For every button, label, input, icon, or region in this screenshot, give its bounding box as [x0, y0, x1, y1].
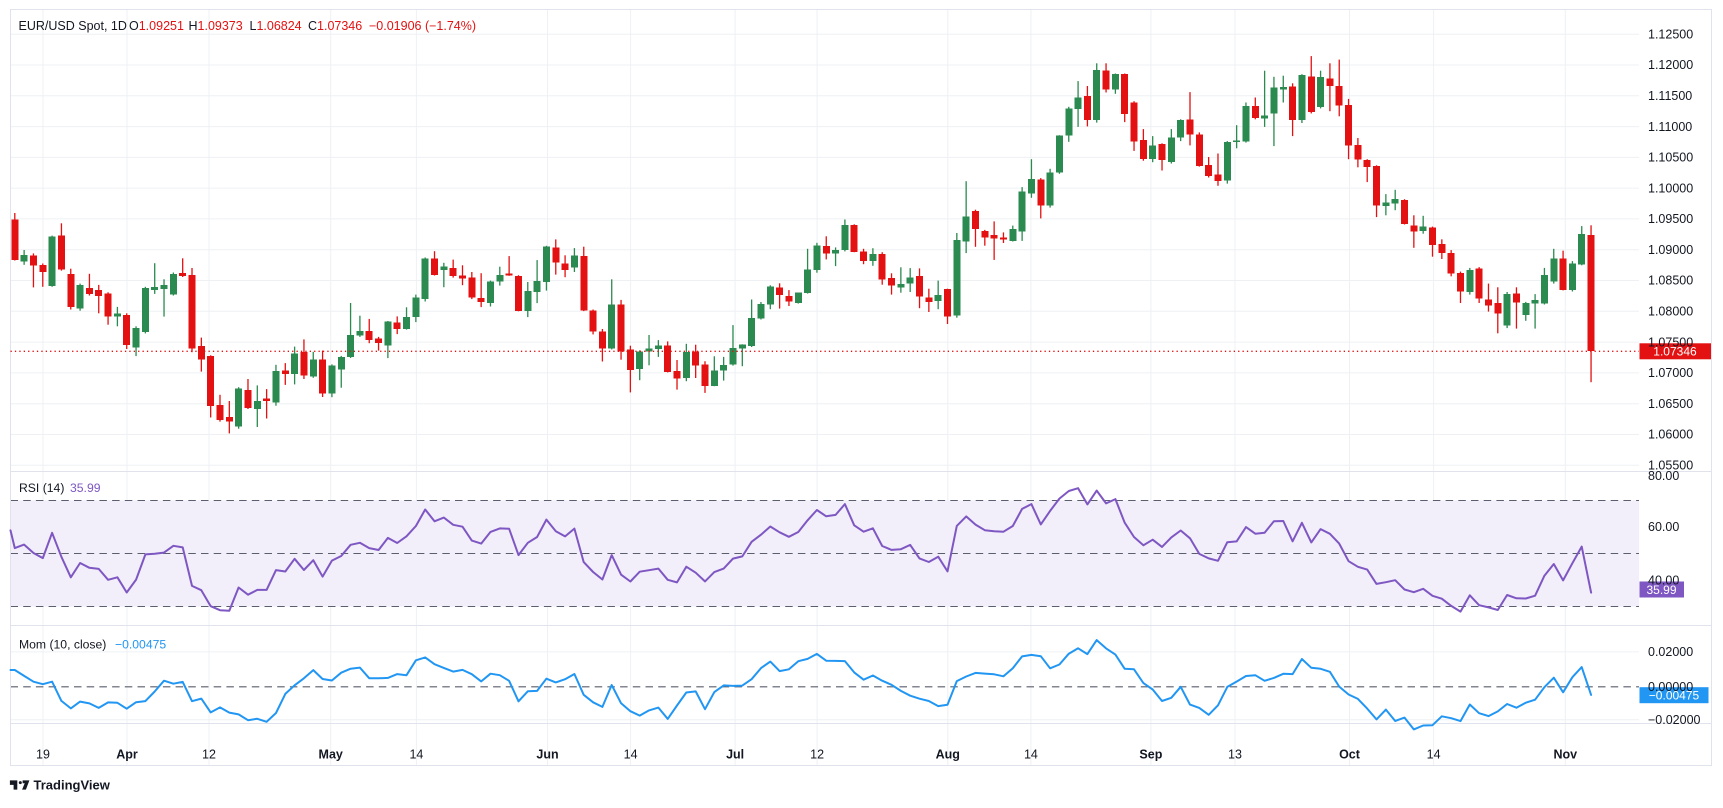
svg-text:Oct: Oct	[1339, 747, 1361, 761]
svg-text:RSI (14): RSI (14)	[19, 481, 64, 495]
svg-text:14: 14	[1427, 747, 1441, 761]
svg-text:−0.00475: −0.00475	[1649, 689, 1700, 703]
svg-text:1.09000: 1.09000	[1648, 243, 1693, 257]
svg-text:1.12000: 1.12000	[1648, 58, 1693, 72]
svg-text:12: 12	[202, 747, 216, 761]
svg-text:1.11000: 1.11000	[1648, 120, 1692, 134]
svg-text:0.02000: 0.02000	[1648, 645, 1693, 659]
svg-text:EUR/USD Spot, 1D: EUR/USD Spot, 1D	[19, 19, 127, 33]
svg-text:35.99: 35.99	[1646, 583, 1676, 597]
svg-text:1.10500: 1.10500	[1648, 151, 1693, 165]
svg-text:1.07346: 1.07346	[1653, 345, 1697, 359]
svg-text:14: 14	[1024, 747, 1038, 761]
svg-text:14: 14	[409, 747, 423, 761]
svg-text:0.00000: 0.00000	[1648, 680, 1693, 694]
svg-text:May: May	[319, 747, 343, 761]
svg-text:H1.09373: H1.09373	[189, 19, 243, 33]
svg-text:40.00: 40.00	[1648, 573, 1679, 587]
svg-text:1.09500: 1.09500	[1648, 212, 1693, 226]
svg-text:−0.02000: −0.02000	[1648, 713, 1701, 727]
svg-text:O1.09251: O1.09251	[129, 19, 184, 33]
svg-text:Aug: Aug	[936, 747, 960, 761]
svg-text:1.12500: 1.12500	[1648, 27, 1693, 41]
svg-text:13: 13	[1228, 747, 1242, 761]
svg-text:1.10000: 1.10000	[1648, 181, 1693, 195]
svg-text:1.08500: 1.08500	[1648, 274, 1693, 288]
svg-text:−0.01906 (−1.74%): −0.01906 (−1.74%)	[369, 19, 476, 33]
svg-text:60.00: 60.00	[1648, 520, 1679, 534]
svg-text:Jul: Jul	[726, 747, 744, 761]
svg-text:1.07500: 1.07500	[1648, 335, 1693, 349]
svg-text:14: 14	[624, 747, 638, 761]
svg-text:C1.07346: C1.07346	[308, 19, 362, 33]
svg-text:−0.00475: −0.00475	[115, 638, 166, 652]
svg-text:1.05500: 1.05500	[1648, 458, 1693, 472]
svg-text:Jun: Jun	[536, 747, 558, 761]
svg-text:1.11500: 1.11500	[1648, 89, 1692, 103]
svg-text:1.07000: 1.07000	[1648, 366, 1693, 380]
svg-text:19: 19	[36, 747, 50, 761]
svg-text:Mom (10, close): Mom (10, close)	[19, 638, 106, 652]
svg-text:35.99: 35.99	[70, 481, 101, 495]
svg-text:TradingView: TradingView	[34, 777, 111, 792]
svg-text:1.06000: 1.06000	[1648, 428, 1693, 442]
svg-text:80.00: 80.00	[1648, 469, 1679, 483]
svg-text:Sep: Sep	[1139, 747, 1162, 761]
svg-text:1.08000: 1.08000	[1648, 305, 1693, 319]
svg-text:1.06500: 1.06500	[1648, 397, 1693, 411]
svg-text:L1.06824: L1.06824	[250, 19, 302, 33]
svg-text:Apr: Apr	[116, 747, 138, 761]
svg-text:12: 12	[810, 747, 824, 761]
svg-text:Nov: Nov	[1553, 747, 1577, 761]
